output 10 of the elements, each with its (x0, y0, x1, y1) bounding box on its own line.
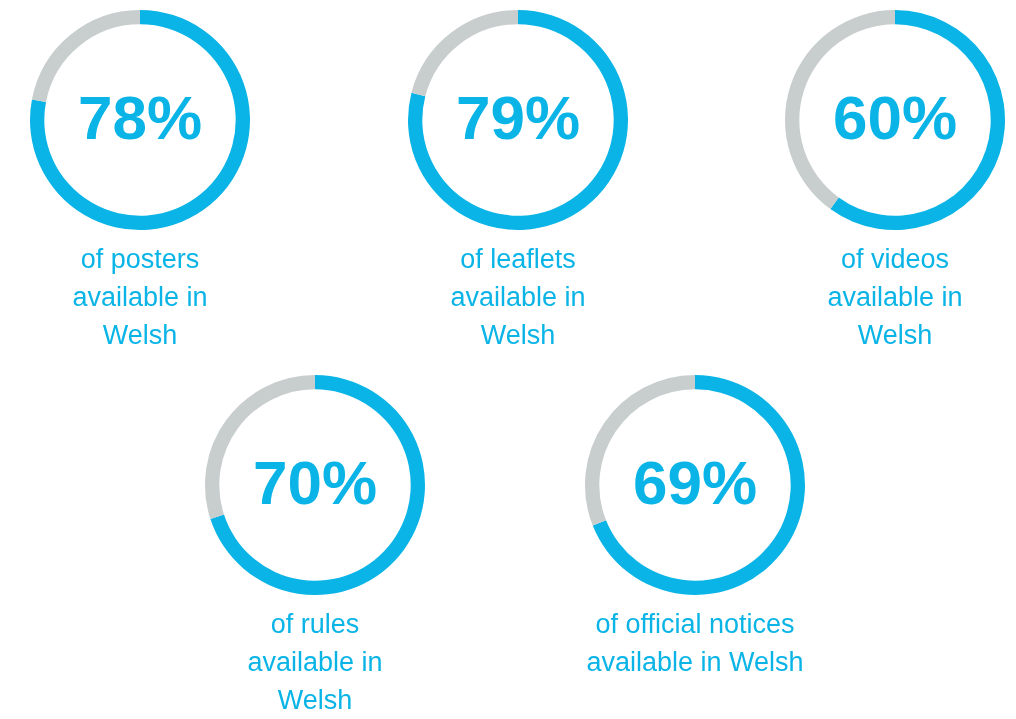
text: of leaflets available in Welsh (449, 243, 587, 352)
text: of posters available in Welsh (71, 243, 209, 352)
data-label: 69% (632, 448, 758, 518)
data-label: 79% (455, 83, 581, 153)
data-label: 60% (832, 83, 958, 153)
text: of videos available in Welsh (826, 243, 964, 352)
text: of rules available in Welsh (246, 608, 384, 717)
data-label: 78% (77, 83, 203, 153)
text: of official notices available in Welsh (585, 608, 805, 679)
data-label: 70% (252, 448, 378, 518)
